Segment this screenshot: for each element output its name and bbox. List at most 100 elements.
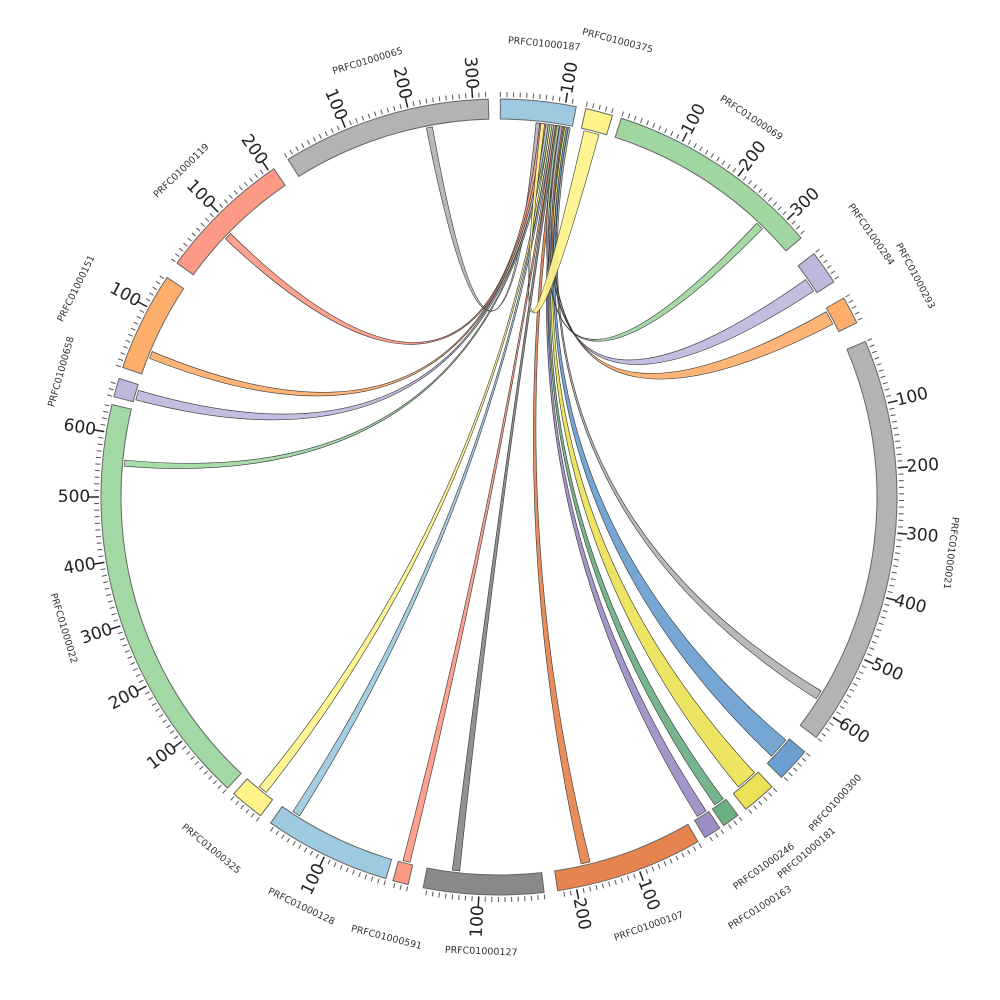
- segment-label: PRFC01000325: [179, 822, 242, 877]
- minor-tick: [281, 834, 285, 839]
- chord-link[interactable]: [135, 123, 549, 421]
- minor-tick: [171, 258, 176, 263]
- major-tick: [94, 561, 105, 565]
- major-tick: [681, 132, 688, 142]
- minor-tick: [209, 212, 214, 218]
- minor-tick: [187, 237, 192, 242]
- minor-tick: [882, 382, 888, 385]
- chord-link[interactable]: [533, 125, 591, 865]
- minor-tick: [894, 558, 900, 561]
- segment-PRFC01000284[interactable]: [797, 252, 835, 294]
- minor-tick: [848, 299, 854, 304]
- tick-label: 100: [633, 876, 663, 913]
- minor-tick: [889, 584, 895, 587]
- minor-tick: [108, 388, 114, 391]
- chord-link[interactable]: [225, 122, 544, 345]
- chord-link[interactable]: [528, 123, 600, 314]
- minor-tick: [194, 760, 200, 765]
- segment-PRFC01000151[interactable]: [122, 276, 185, 375]
- segment-PRFC01000021[interactable]: [799, 340, 898, 739]
- minor-tick: [179, 247, 184, 252]
- ticks-layer: 1001002003001002003004005006001002001001…: [58, 56, 940, 938]
- chord-link[interactable]: [258, 124, 553, 793]
- minor-tick: [709, 836, 713, 842]
- segment-PRFC01000022[interactable]: [100, 403, 242, 789]
- segment-PRFC01000163[interactable]: [693, 810, 721, 839]
- minor-tick: [896, 539, 902, 541]
- segment-label: PRFC01000107: [613, 909, 685, 943]
- minor-tick: [867, 338, 872, 342]
- minor-tick: [857, 317, 863, 321]
- major-tick: [887, 399, 898, 404]
- minor-tick: [788, 772, 793, 777]
- minor-tick: [451, 94, 454, 100]
- minor-tick: [558, 96, 561, 102]
- chord-link[interactable]: [552, 126, 787, 757]
- minor-tick: [651, 866, 655, 872]
- major-tick: [897, 466, 908, 469]
- segment-PRFC01000293[interactable]: [825, 297, 858, 333]
- minor-tick: [138, 679, 144, 683]
- minor-tick: [716, 156, 720, 162]
- chord-link[interactable]: [402, 124, 556, 863]
- minor-tick: [884, 388, 890, 391]
- minor-tick: [849, 688, 855, 692]
- segment-PRFC01000181[interactable]: [732, 771, 773, 810]
- minor-tick: [174, 253, 180, 258]
- minor-tick: [445, 95, 447, 101]
- chord-link[interactable]: [546, 125, 763, 342]
- tick-label: 100: [894, 384, 930, 411]
- minor-tick: [742, 175, 747, 181]
- minor-tick: [399, 884, 402, 890]
- segment-PRFC01000069[interactable]: [614, 117, 802, 252]
- minor-tick: [135, 673, 141, 678]
- minor-tick: [595, 884, 598, 891]
- minor-tick: [219, 203, 224, 208]
- segment-label: PRFC01000284: [845, 202, 896, 268]
- segment-PRFC01000246[interactable]: [711, 798, 739, 827]
- major-tick: [471, 87, 474, 98]
- segment-PRFC01000127[interactable]: [422, 867, 545, 896]
- minor-tick: [728, 824, 732, 829]
- minor-tick: [345, 867, 349, 873]
- minor-tick: [115, 364, 121, 368]
- minor-tick: [149, 292, 154, 296]
- segment-PRFC01000065[interactable]: [287, 98, 490, 178]
- major-tick: [340, 118, 346, 129]
- chord-link[interactable]: [149, 123, 547, 397]
- minor-tick: [664, 128, 668, 134]
- segment-PRFC01000591[interactable]: [392, 860, 414, 886]
- minor-tick: [107, 600, 113, 603]
- major-tick: [210, 204, 219, 213]
- segment-PRFC01000187[interactable]: [499, 98, 577, 127]
- chord-link[interactable]: [549, 125, 815, 365]
- chord-link[interactable]: [555, 127, 822, 700]
- minor-tick: [312, 136, 316, 142]
- segment-PRFC01000107[interactable]: [554, 823, 699, 892]
- tick-label: 400: [62, 554, 97, 579]
- chord-link[interactable]: [292, 124, 555, 817]
- minor-tick: [892, 565, 899, 568]
- major-tick: [786, 212, 795, 221]
- minor-tick: [828, 722, 834, 726]
- minor-tick: [169, 730, 175, 734]
- minor-tick: [693, 143, 697, 149]
- chord-link[interactable]: [548, 126, 724, 806]
- minor-tick: [367, 113, 371, 119]
- segment-PRFC01000658[interactable]: [113, 377, 139, 403]
- tick-label: 200: [735, 137, 770, 175]
- minor-tick: [190, 755, 195, 760]
- minor-tick: [893, 427, 899, 430]
- minor-tick: [852, 682, 858, 687]
- chord-link[interactable]: [123, 123, 551, 469]
- minor-tick: [120, 352, 126, 355]
- segment-PRFC01000119[interactable]: [176, 168, 286, 276]
- segment-PRFC01000128[interactable]: [269, 805, 393, 880]
- minor-tick: [200, 222, 205, 227]
- segment-PRFC01000300[interactable]: [766, 738, 806, 779]
- chord-link[interactable]: [451, 124, 559, 872]
- segment-PRFC01000375[interactable]: [580, 107, 613, 136]
- minor-tick: [145, 298, 151, 302]
- segment-PRFC01000325[interactable]: [233, 778, 274, 817]
